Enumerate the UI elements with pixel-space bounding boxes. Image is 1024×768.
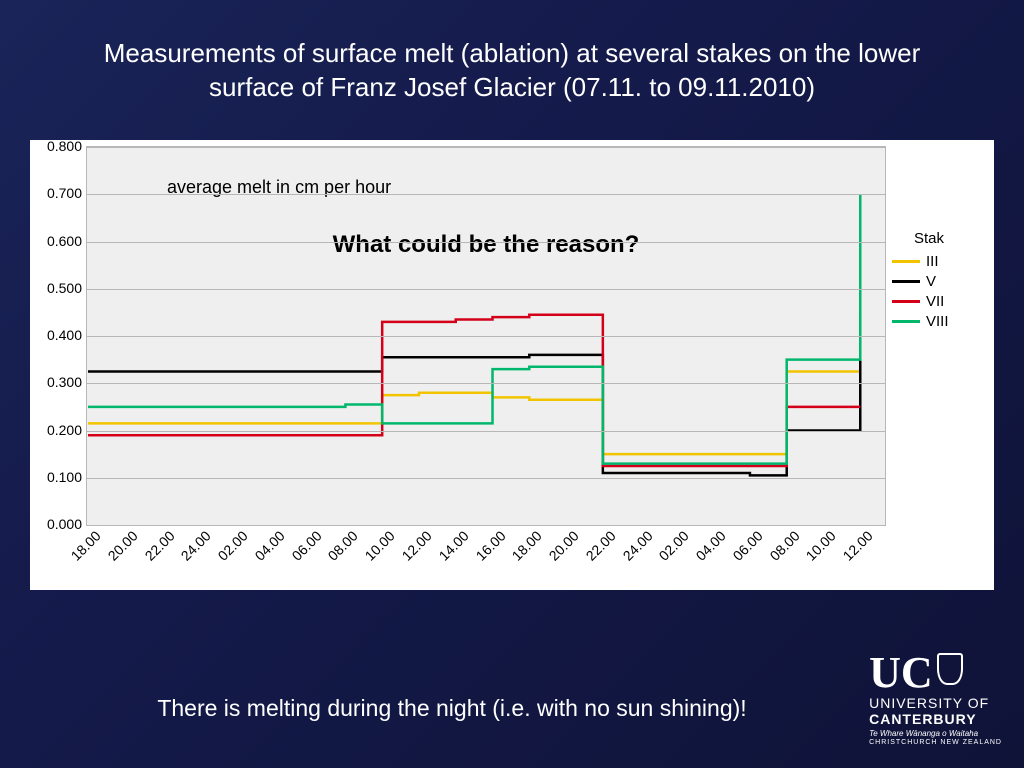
legend-swatch — [892, 320, 920, 323]
y-tick-label: 0.700 — [36, 185, 82, 201]
x-tick-label: 04.00 — [251, 528, 287, 564]
y-tick-label: 0.400 — [36, 327, 82, 343]
y-tick-label: 0.000 — [36, 516, 82, 532]
legend-title: Stak — [914, 230, 986, 247]
series-line-VII — [88, 315, 860, 466]
logo-line2: CANTERBURY — [869, 711, 1002, 727]
x-tick-label: 18.00 — [68, 528, 104, 564]
x-tick-label: 04.00 — [693, 528, 729, 564]
legend-label: VII — [926, 293, 944, 310]
legend-label: VIII — [926, 313, 949, 330]
logo-line1: UNIVERSITY OF — [869, 695, 1002, 711]
logo-maori: Te Whare Wānanga o Waitaha — [869, 729, 1002, 738]
legend-item: V — [892, 273, 986, 290]
y-tick-label: 0.100 — [36, 469, 82, 485]
gridline — [87, 383, 885, 384]
logo-initials: UC — [869, 655, 1002, 691]
x-tick-label: 22.00 — [141, 528, 177, 564]
x-tick-label: 06.00 — [730, 528, 766, 564]
y-tick-label: 0.800 — [36, 138, 82, 154]
logo-city: CHRISTCHURCH NEW ZEALAND — [869, 739, 1002, 746]
x-tick-label: 20.00 — [546, 528, 582, 564]
logo-initials-text: UC — [869, 655, 933, 691]
legend-label: V — [926, 273, 936, 290]
legend: Stak III V VII VIII — [892, 230, 986, 333]
x-tick-label: 02.00 — [215, 528, 251, 564]
plot-area: average melt in cm per hour What could b… — [86, 146, 886, 526]
x-tick-label: 24.00 — [178, 528, 214, 564]
legend-swatch — [892, 280, 920, 283]
legend-item: VIII — [892, 313, 986, 330]
x-tick-label: 14.00 — [435, 528, 471, 564]
x-axis: 18.0020.0022.0024.0002.0004.0006.0008.00… — [86, 530, 886, 590]
x-tick-label: 16.00 — [472, 528, 508, 564]
x-tick-label: 18.00 — [509, 528, 545, 564]
university-logo: UC UNIVERSITY OF CANTERBURY Te Whare Wān… — [869, 655, 1002, 746]
y-tick-label: 0.600 — [36, 233, 82, 249]
slide-caption: There is melting during the night (i.e. … — [60, 695, 844, 722]
gridline — [87, 289, 885, 290]
x-tick-label: 22.00 — [582, 528, 618, 564]
legend-swatch — [892, 260, 920, 263]
x-tick-label: 02.00 — [656, 528, 692, 564]
gridline — [87, 336, 885, 337]
x-tick-label: 12.00 — [840, 528, 876, 564]
gridline — [87, 147, 885, 148]
y-tick-label: 0.500 — [36, 280, 82, 296]
chart-panel: average melt in cm per hour What could b… — [30, 140, 994, 590]
x-tick-label: 08.00 — [766, 528, 802, 564]
legend-item: III — [892, 253, 986, 270]
x-tick-label: 24.00 — [619, 528, 655, 564]
gridline — [87, 194, 885, 195]
y-tick-label: 0.200 — [36, 422, 82, 438]
legend-swatch — [892, 300, 920, 303]
slide: Measurements of surface melt (ablation) … — [0, 0, 1024, 768]
slide-title: Measurements of surface melt (ablation) … — [60, 36, 964, 104]
x-tick-label: 08.00 — [325, 528, 361, 564]
gridline — [87, 242, 885, 243]
x-tick-label: 10.00 — [362, 528, 398, 564]
legend-label: III — [926, 253, 939, 270]
x-tick-label: 12.00 — [399, 528, 435, 564]
legend-item: VII — [892, 293, 986, 310]
x-tick-label: 06.00 — [288, 528, 324, 564]
x-tick-label: 20.00 — [104, 528, 140, 564]
x-tick-label: 10.00 — [803, 528, 839, 564]
shield-icon — [937, 653, 963, 685]
y-tick-label: 0.300 — [36, 374, 82, 390]
gridline — [87, 431, 885, 432]
gridline — [87, 478, 885, 479]
